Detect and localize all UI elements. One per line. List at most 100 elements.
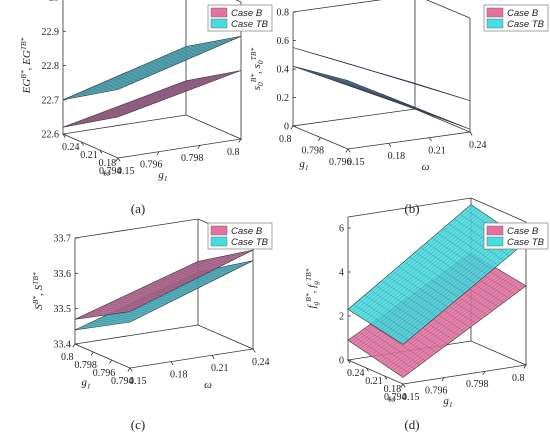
axis-tick bbox=[482, 371, 486, 375]
g1-tick-label: 0.798 bbox=[181, 153, 204, 164]
z-tick-label: 4 bbox=[339, 268, 344, 279]
label-part: g bbox=[81, 377, 87, 389]
mesh-line bbox=[192, 252, 248, 265]
mesh-line bbox=[174, 40, 230, 52]
surface-mesh bbox=[77, 250, 251, 320]
legend-swatch-case-tb bbox=[486, 18, 504, 29]
label-part: EG bbox=[21, 79, 33, 95]
label-part: ω bbox=[422, 161, 430, 173]
label-part: 1 bbox=[164, 174, 168, 183]
surface-fill bbox=[292, 65, 471, 130]
axis-tick bbox=[127, 367, 131, 372]
surface-case-b bbox=[74, 249, 254, 320]
g1-axis-label: g1 bbox=[158, 169, 167, 183]
mesh-line bbox=[142, 277, 198, 288]
mesh-line bbox=[169, 76, 225, 88]
label-part: f bbox=[306, 303, 318, 308]
label-part: ω bbox=[103, 167, 111, 179]
w-axis-label: ω bbox=[103, 167, 111, 179]
mesh-line bbox=[357, 211, 482, 316]
legend-swatch-case-b bbox=[210, 225, 228, 236]
axis-tick bbox=[402, 383, 406, 388]
mesh-line bbox=[90, 41, 214, 95]
z-tick-label: 22.6 bbox=[42, 130, 60, 141]
mesh-line bbox=[90, 75, 214, 123]
w-tick-label: 0.24 bbox=[347, 368, 365, 379]
mesh-line bbox=[82, 76, 207, 124]
axis-tick bbox=[90, 351, 94, 356]
label-part: g bbox=[311, 301, 320, 305]
mesh-line bbox=[92, 257, 216, 317]
g1-tick-label: 0.8 bbox=[61, 352, 74, 363]
mesh-line bbox=[77, 43, 202, 98]
w-tick-label: 0.21 bbox=[211, 363, 229, 374]
w-axis-label: ω bbox=[388, 393, 396, 405]
surface-mesh bbox=[350, 206, 524, 343]
mesh-line bbox=[72, 78, 197, 126]
mesh-line bbox=[97, 256, 221, 317]
axis-tick bbox=[197, 145, 201, 149]
axis-tick bbox=[428, 137, 432, 142]
mesh-line bbox=[186, 255, 242, 267]
axis-tick bbox=[347, 148, 351, 153]
w-tick-label: 0.18 bbox=[99, 158, 117, 169]
mesh-line bbox=[67, 79, 192, 127]
axis-tick bbox=[441, 377, 445, 382]
w-tick-label: 0.15 bbox=[402, 392, 420, 403]
mesh-line bbox=[75, 78, 199, 125]
mesh-line bbox=[295, 66, 418, 111]
mesh-line bbox=[82, 42, 207, 97]
label-part: ω bbox=[388, 393, 396, 405]
g1-tick-label: 0.796 bbox=[329, 157, 352, 168]
w-tick-label: 0.21 bbox=[80, 150, 98, 161]
axis-tick bbox=[80, 141, 84, 146]
label-part: 1 bbox=[87, 382, 91, 391]
legend-label-case-b: Case B bbox=[507, 8, 539, 19]
z-tick-label: 22.8 bbox=[42, 61, 60, 72]
axis-tick bbox=[388, 143, 392, 147]
mesh-line bbox=[67, 45, 192, 99]
floor-outline bbox=[291, 108, 472, 150]
axis-tick bbox=[156, 151, 160, 156]
w-axis-label: ω bbox=[422, 161, 430, 173]
label-part: 1 bbox=[305, 163, 309, 172]
caption-a: (a) bbox=[131, 201, 145, 216]
w-tick-label: 0.18 bbox=[384, 384, 402, 395]
mesh-line bbox=[80, 43, 204, 97]
mesh-line bbox=[164, 266, 220, 278]
top-edge bbox=[235, 0, 242, 3]
axis-tick bbox=[115, 157, 119, 162]
surface-mesh bbox=[295, 48, 468, 101]
z-tick-label: 22.9 bbox=[42, 27, 60, 38]
panel-c: 33.4 33.5 33.6 33.7 SB*, STB* 0.7940.7960.798… bbox=[31, 218, 273, 391]
mesh-line bbox=[372, 221, 497, 326]
z-tick-label: 6 bbox=[339, 224, 344, 235]
surface-case-tb bbox=[74, 260, 254, 331]
g1-axis-label: g1 bbox=[299, 158, 308, 172]
mesh-line bbox=[70, 44, 194, 99]
mesh-line bbox=[147, 275, 203, 286]
w-tick-label: 0.24 bbox=[252, 357, 270, 368]
w-tick-label: 0.15 bbox=[129, 376, 147, 387]
mesh-line bbox=[152, 50, 208, 62]
mesh-line bbox=[85, 42, 209, 96]
label-part: s bbox=[251, 86, 263, 90]
z-tick-label: 0.2 bbox=[277, 93, 290, 104]
label-part: ω bbox=[204, 379, 212, 391]
z-axis-label: s0B*, s0TB* bbox=[249, 48, 265, 91]
mesh-line bbox=[295, 48, 418, 85]
mesh-line bbox=[175, 261, 231, 273]
mesh-line bbox=[365, 216, 489, 321]
g1-axis-label: g1 bbox=[81, 377, 90, 391]
axis-tick bbox=[238, 138, 242, 143]
mesh-line bbox=[409, 81, 465, 100]
w-tick-label: 0.24 bbox=[469, 140, 487, 151]
mesh-line bbox=[181, 258, 237, 270]
mesh-line bbox=[170, 263, 226, 275]
z-tick-label: 33.5 bbox=[54, 304, 72, 315]
caption-c: (c) bbox=[131, 417, 145, 432]
legend-swatch-case-tb bbox=[486, 236, 504, 247]
